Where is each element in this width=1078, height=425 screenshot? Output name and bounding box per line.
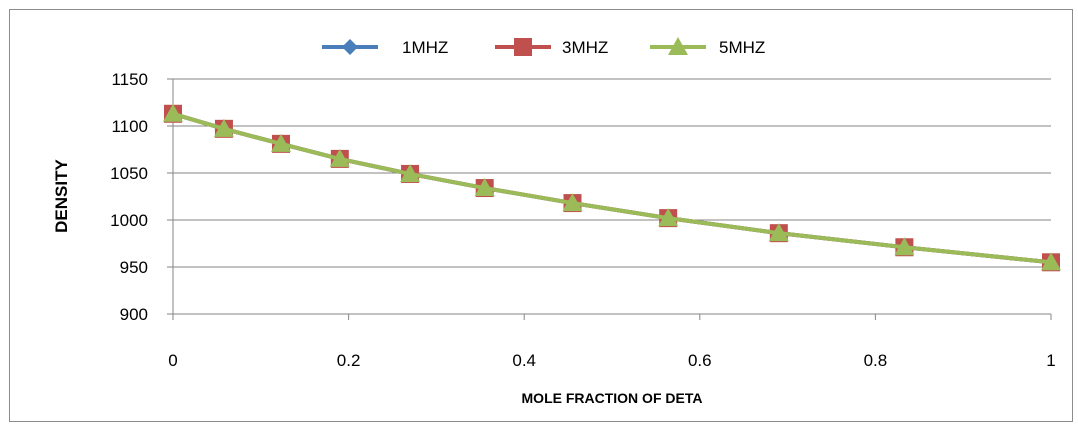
chart-frame (9, 9, 1073, 422)
data-point-marker (894, 237, 915, 256)
legend-entry-1mhz: 1MHZ (322, 38, 448, 57)
series-1mhz (165, 105, 1059, 271)
series-5mhz (163, 103, 1061, 271)
series-line (172, 111, 1052, 265)
legend-label: 1MHZ (402, 38, 448, 57)
series-line (172, 111, 1052, 265)
x-tick-labels: 0 0.2 0.4 0.6 0.8 1 (168, 351, 1055, 370)
data-point-marker (1041, 252, 1061, 271)
data-point-marker (329, 148, 350, 167)
y-tick-labels: 900 950 1000 1050 1100 1150 (110, 70, 148, 324)
x-tick-label: 0.6 (688, 351, 712, 370)
y-tick-label: 1000 (110, 211, 148, 230)
legend-swatch-marker (342, 39, 358, 55)
y-tick-label: 1150 (111, 70, 148, 89)
y-axis-title: DENSITY (52, 159, 71, 233)
gridlines (173, 78, 1051, 268)
y-tick-label: 1050 (110, 164, 148, 183)
y-tick-label: 950 (120, 258, 148, 277)
y-tick-label: 900 (120, 305, 148, 324)
y-tick-label: 1100 (111, 117, 148, 136)
legend-label: 3MHZ (562, 38, 608, 57)
data-point-marker (213, 118, 234, 137)
x-axis-title: MOLE FRACTION OF DETA (522, 390, 703, 406)
x-tick-label: 0.2 (337, 351, 361, 370)
legend-swatch-marker (514, 38, 532, 56)
data-point-marker (270, 133, 291, 152)
x-tick-label: 0.4 (512, 351, 536, 370)
axes (167, 78, 1052, 320)
legend-label: 5MHZ (719, 38, 765, 57)
series-line (172, 111, 1052, 265)
data-point-marker (658, 208, 679, 227)
data-point-marker (163, 103, 183, 122)
plot-series (163, 103, 1061, 272)
x-tick-label: 0 (168, 351, 177, 370)
legend-entry-5mhz: 5MHZ (650, 37, 765, 57)
series-3mhz (164, 104, 1060, 272)
legend-entry-3mhz: 3MHZ (495, 38, 608, 57)
x-tick-label: 1 (1046, 351, 1055, 370)
x-tick-label: 0.8 (864, 351, 888, 370)
data-point-marker (768, 223, 789, 242)
legend: 1MHZ 3MHZ 5MHZ (322, 37, 765, 57)
data-point-marker (400, 163, 421, 182)
data-point-marker (474, 178, 495, 197)
data-point-marker (562, 193, 583, 212)
legend-swatch-marker (668, 37, 688, 55)
